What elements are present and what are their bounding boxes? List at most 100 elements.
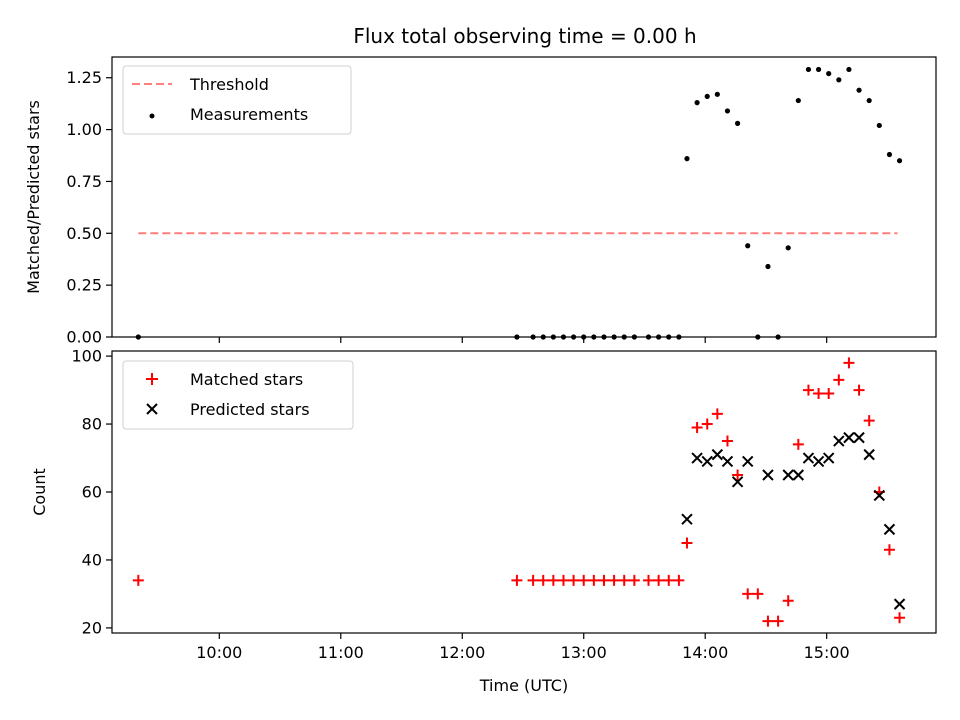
ratio-legend-box bbox=[122, 65, 352, 135]
counts-panel: 20 40 60 80 100 10:00 11:00 12:00 13:00 14:00 15:… bbox=[30, 347, 937, 695]
matched-star-point bbox=[823, 387, 835, 399]
ratio-y-tick-label: 0.75 bbox=[66, 172, 102, 191]
predicted-star-point bbox=[731, 476, 744, 488]
predicted-star-point bbox=[691, 452, 703, 464]
matched-star-point bbox=[701, 418, 713, 430]
matched-star-point bbox=[721, 435, 733, 447]
ratio-y-tick-label: 1.25 bbox=[66, 68, 102, 87]
counts-y-tick-label: 20 bbox=[82, 618, 102, 637]
measurement-point bbox=[876, 122, 882, 129]
x-axis-label: Time (UTC) bbox=[479, 676, 568, 695]
matched-legend-swatch bbox=[146, 373, 158, 385]
counts-legend: Matched stars Predicted stars bbox=[122, 360, 354, 430]
matched-star-point bbox=[568, 574, 580, 586]
counts-y-ticks: 20 40 60 80 100 bbox=[71, 347, 112, 637]
predicted-legend-label: Predicted stars bbox=[190, 400, 310, 419]
measurement-point bbox=[826, 70, 832, 77]
measurement-point bbox=[704, 93, 710, 100]
measurement-point bbox=[745, 243, 751, 249]
counts-legend-box bbox=[122, 360, 354, 430]
counts-marks-layer bbox=[132, 357, 906, 627]
matched-star-point bbox=[802, 384, 814, 396]
threshold-legend-label: Threshold bbox=[189, 75, 269, 94]
predicted-star-point bbox=[782, 469, 794, 481]
matched-star-point bbox=[813, 387, 825, 399]
matched-star-point bbox=[578, 574, 590, 586]
matched-star-point bbox=[863, 415, 875, 427]
measurement-point bbox=[714, 91, 720, 97]
matched-star-point bbox=[732, 469, 744, 481]
matched-star-point bbox=[762, 615, 774, 627]
measurement-point bbox=[724, 108, 731, 114]
ratio-y-tick-label: 1.00 bbox=[66, 120, 102, 139]
counts-y-tick-label: 80 bbox=[82, 415, 102, 434]
counts-y-tick-label: 100 bbox=[71, 347, 102, 366]
predicted-star-point bbox=[883, 523, 896, 536]
matched-legend-label: Matched stars bbox=[190, 370, 303, 389]
measurement-point bbox=[886, 151, 893, 158]
x-tick-label: 10:00 bbox=[196, 643, 242, 662]
counts-y-tick-label: 60 bbox=[82, 483, 102, 502]
counts-y-axis-label: Count bbox=[30, 468, 49, 516]
predicted-star-point bbox=[893, 598, 906, 610]
x-tick-label: 13:00 bbox=[561, 643, 607, 662]
matched-star-point bbox=[772, 615, 784, 627]
x-tick-label: 11:00 bbox=[318, 643, 364, 662]
predicted-star-point bbox=[721, 455, 734, 468]
matched-star-point bbox=[681, 537, 693, 549]
matched-star-point bbox=[883, 544, 895, 556]
matched-star-point bbox=[673, 574, 685, 586]
measurement-point bbox=[866, 97, 872, 104]
measurement-point bbox=[765, 263, 771, 270]
measurement-point bbox=[846, 66, 852, 73]
predicted-star-point bbox=[742, 455, 754, 468]
matched-star-point bbox=[537, 574, 549, 586]
measurement-point bbox=[684, 156, 690, 162]
ratio-plot-frame bbox=[111, 56, 937, 338]
ratio-legend: Threshold Measurements bbox=[122, 65, 352, 135]
predicted-star-point bbox=[863, 448, 875, 461]
measurement-point bbox=[734, 120, 741, 126]
predicted-star-point bbox=[701, 455, 713, 468]
predicted-star-point bbox=[873, 489, 886, 502]
predicted-star-point bbox=[822, 452, 835, 464]
matched-star-point bbox=[547, 574, 559, 586]
matched-star-point bbox=[643, 574, 655, 586]
matched-star-point bbox=[132, 574, 144, 586]
predicted-star-point bbox=[853, 431, 865, 444]
matched-star-point bbox=[628, 574, 640, 586]
matched-star-point bbox=[853, 384, 865, 396]
predicted-star-point bbox=[711, 448, 724, 461]
predicted-star-point bbox=[812, 455, 825, 468]
predicted-star-point bbox=[843, 431, 855, 444]
ratio-y-tick-label: 0.00 bbox=[66, 328, 102, 347]
predicted-star-point bbox=[833, 435, 845, 447]
matched-star-point bbox=[511, 574, 523, 586]
ratio-x-ticks bbox=[218, 337, 828, 343]
x-tick-label: 12:00 bbox=[439, 643, 485, 662]
measurement-point bbox=[805, 66, 812, 73]
measurements-legend-swatch bbox=[149, 113, 155, 119]
matched-star-point bbox=[588, 574, 600, 586]
counts-x-ticks: 10:00 11:00 12:00 13:00 14:00 15:00 bbox=[196, 633, 850, 662]
matched-star-point bbox=[527, 574, 539, 586]
matched-star-point bbox=[608, 574, 620, 586]
measurement-point bbox=[815, 66, 822, 73]
predicted-star-point bbox=[762, 469, 774, 481]
measurement-point bbox=[896, 158, 903, 164]
matched-star-point bbox=[598, 574, 610, 586]
matched-star-point bbox=[663, 574, 675, 586]
matched-star-point bbox=[557, 574, 569, 586]
ratio-panel: 0.00 0.25 0.50 0.75 1.00 1.25 Matched/Predict… bbox=[24, 56, 937, 347]
measurements-legend-label: Measurements bbox=[190, 105, 308, 124]
measurement-point bbox=[836, 77, 842, 83]
measurement-point bbox=[856, 87, 862, 93]
predicted-star-point bbox=[792, 469, 805, 481]
ratio-y-tick-label: 0.25 bbox=[66, 276, 102, 295]
matched-star-point bbox=[752, 588, 764, 600]
x-tick-label: 15:00 bbox=[804, 643, 850, 662]
matched-star-point bbox=[742, 588, 754, 600]
matched-star-point bbox=[792, 438, 804, 450]
matched-star-point bbox=[653, 574, 665, 586]
